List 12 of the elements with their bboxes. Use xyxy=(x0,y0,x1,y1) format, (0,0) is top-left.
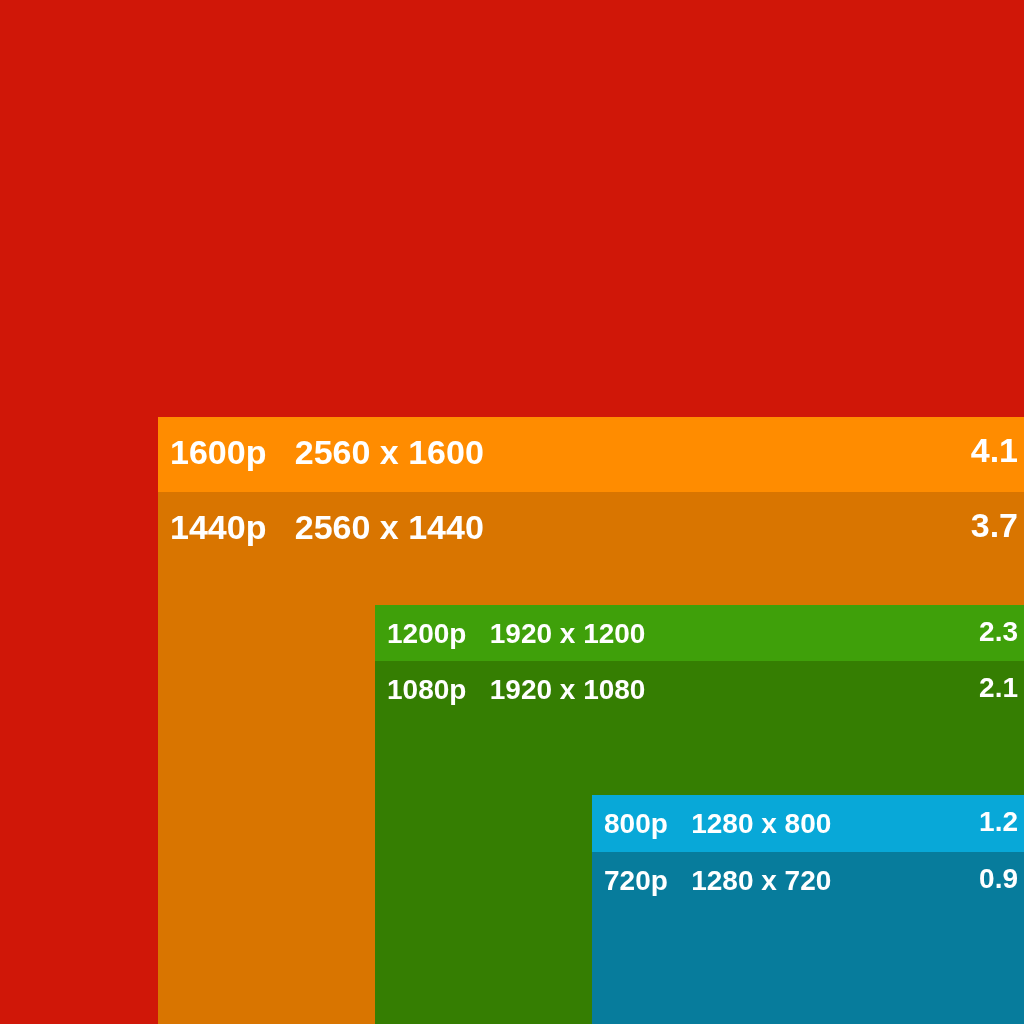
category-label: 720p 1280 x 720 xyxy=(604,864,832,896)
category-label: 1200p 1920 x 1200 xyxy=(387,617,646,649)
data-label: 3.7 xyxy=(970,506,1018,545)
category-label: 1440p 2560 x 1440 xyxy=(170,508,484,547)
data-label: 4.1 xyxy=(970,431,1018,470)
category-label: 1600p 2560 x 1600 xyxy=(170,433,484,472)
data-label: 2.3 xyxy=(979,615,1018,647)
category-label: 800p 1280 x 800 xyxy=(604,807,832,839)
category-label: 1080p 1920 x 1080 xyxy=(387,673,646,705)
data-label: 2.1 xyxy=(979,671,1018,703)
data-label: 0.9 xyxy=(979,862,1018,894)
data-label: 1.2 xyxy=(979,805,1018,837)
